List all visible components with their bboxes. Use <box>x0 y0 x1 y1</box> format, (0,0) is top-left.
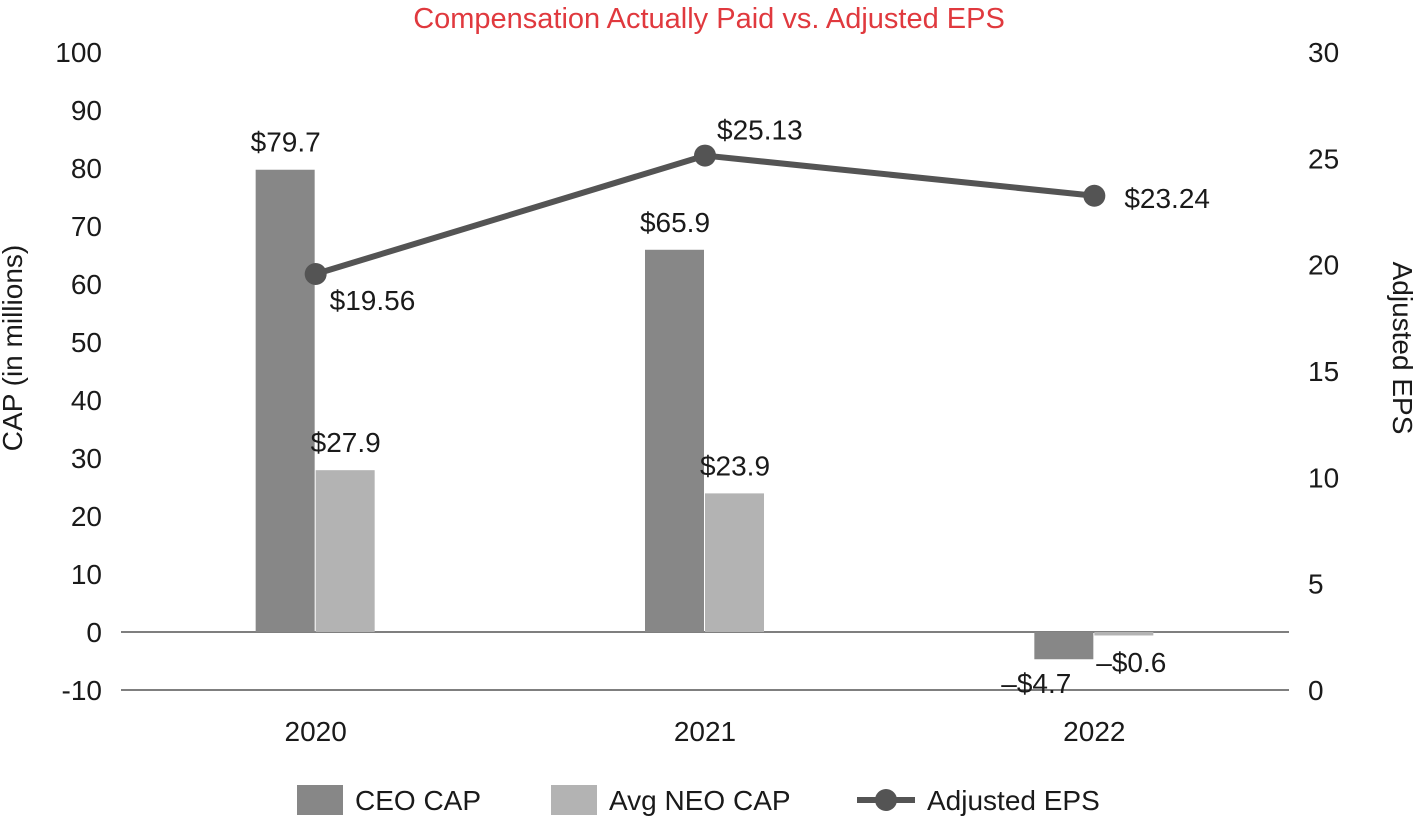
ceo-cap-value-label: $65.9 <box>640 207 710 238</box>
y-tick-label: -10 <box>62 675 102 706</box>
y2-tick-label: 0 <box>1308 675 1324 706</box>
x-tick-label: 2022 <box>1063 716 1125 747</box>
adjusted-eps-marker <box>1083 184 1106 207</box>
adjusted-eps-value-label: $25.13 <box>717 115 803 146</box>
y-tick-label: 10 <box>71 559 102 590</box>
adjusted-eps-value-label: $23.24 <box>1124 183 1210 214</box>
y2-tick-label: 20 <box>1308 250 1339 281</box>
y-tick-label: 80 <box>71 153 102 184</box>
avg-neo-cap-bar <box>705 493 764 632</box>
y2-axis-label: Adjusted EPS <box>1387 262 1418 435</box>
y2-tick-label: 5 <box>1308 569 1324 600</box>
y-tick-label: 40 <box>71 385 102 416</box>
chart-title: Compensation Actually Paid vs. Adjusted … <box>413 3 1005 35</box>
adjusted-eps-value-label: $19.56 <box>330 285 416 316</box>
y-tick-label: 100 <box>55 37 102 68</box>
y2-tick-label: 15 <box>1308 356 1339 387</box>
y-tick-label: 0 <box>86 617 102 648</box>
ceo-cap-bar <box>1034 632 1094 660</box>
ceo-cap-bar <box>255 169 315 633</box>
y-tick-label: 60 <box>71 269 102 300</box>
ceo-cap-value-label: –$4.7 <box>1001 668 1071 699</box>
x-tick-label: 2020 <box>285 716 347 747</box>
x-tick-label: 2021 <box>674 716 736 747</box>
y2-tick-label: 25 <box>1308 143 1339 174</box>
ceo-cap-bar <box>645 249 704 632</box>
y-tick-label: 20 <box>71 501 102 532</box>
adjusted-eps-legend-label: Adjusted EPS <box>927 785 1100 816</box>
adjusted-eps-legend-marker <box>875 789 897 811</box>
y-tick-label: 90 <box>71 95 102 126</box>
avg-neo-cap-bar <box>315 470 375 632</box>
legend: CEO CAP Avg NEO CAP Adjusted EPS <box>297 785 1100 816</box>
y-tick-label: 70 <box>71 211 102 242</box>
adjusted-eps-marker <box>304 263 327 286</box>
ceo-cap-legend-swatch <box>297 785 343 815</box>
avg-neo-cap-value-label: –$0.6 <box>1096 647 1166 678</box>
y-tick-label: 50 <box>71 327 102 358</box>
avg-neo-cap-bar <box>1094 632 1154 636</box>
adjusted-eps-marker <box>694 144 716 167</box>
y-axis-label: CAP (in millions) <box>0 245 28 451</box>
y2-tick-label: 30 <box>1308 37 1339 68</box>
y-tick-label: 30 <box>71 443 102 474</box>
y2-tick-label: 10 <box>1308 462 1339 493</box>
ceo-cap-legend-label: CEO CAP <box>355 785 481 816</box>
avg-neo-cap-legend-label: Avg NEO CAP <box>609 785 791 816</box>
avg-neo-cap-value-label: $27.9 <box>311 427 381 458</box>
avg-neo-cap-value-label: $23.9 <box>700 450 770 481</box>
avg-neo-cap-legend-swatch <box>551 785 597 815</box>
ceo-cap-value-label: $79.7 <box>251 127 321 158</box>
